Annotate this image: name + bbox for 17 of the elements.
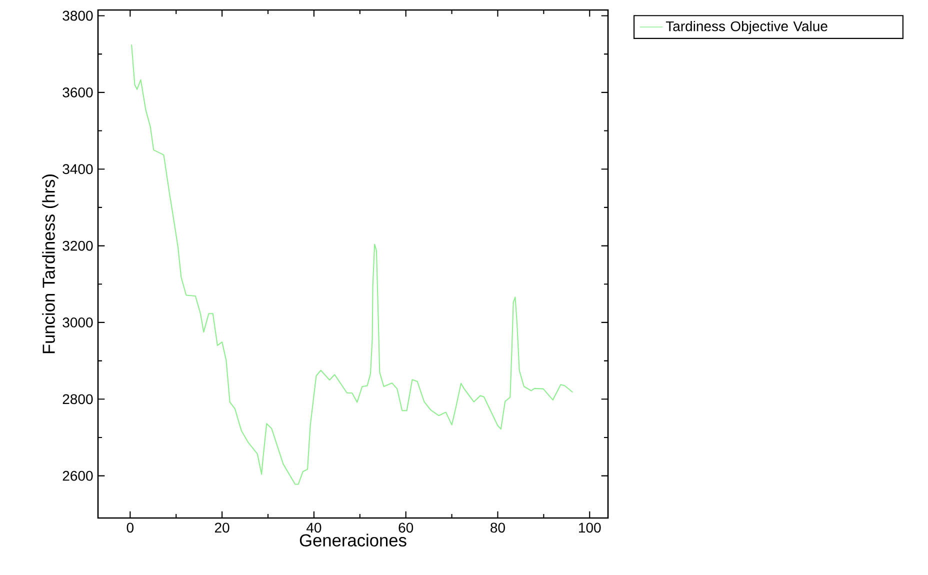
y-axis-title: Funcion Tardiness (hrs): [42, 174, 58, 354]
y-tick-label: 3200: [62, 240, 93, 251]
x-tick-label: 80: [490, 522, 505, 533]
line-series: [131, 44, 574, 485]
x-tick-label: 0: [126, 522, 134, 533]
x-axis-title: Generaciones: [300, 534, 406, 547]
y-tick-label: 3600: [62, 87, 93, 98]
legend-label: Tardiness Objective Value: [666, 20, 828, 34]
y-tick-label: 2800: [62, 394, 93, 404]
x-tick-label: 20: [214, 522, 230, 533]
y-tick-label: 3400: [62, 164, 93, 174]
y-tick-label: 2600: [62, 470, 93, 481]
y-tick-label: 3000: [62, 318, 93, 328]
y-tick-label: 3800: [62, 10, 93, 21]
x-tick-label: 60: [398, 522, 414, 533]
x-tick-label: 100: [579, 522, 601, 533]
x-tick-label: 40: [306, 522, 322, 533]
